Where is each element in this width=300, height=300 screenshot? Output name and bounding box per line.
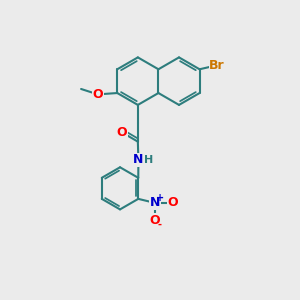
Text: O: O [167,196,178,209]
Text: +: + [156,193,164,203]
Text: O: O [92,88,103,101]
Text: N: N [150,196,160,209]
Text: O: O [150,214,160,227]
Text: Br: Br [209,59,225,72]
Text: H: H [144,155,153,165]
Text: -: - [157,220,161,230]
Text: N: N [133,154,144,166]
Text: O: O [116,126,127,139]
